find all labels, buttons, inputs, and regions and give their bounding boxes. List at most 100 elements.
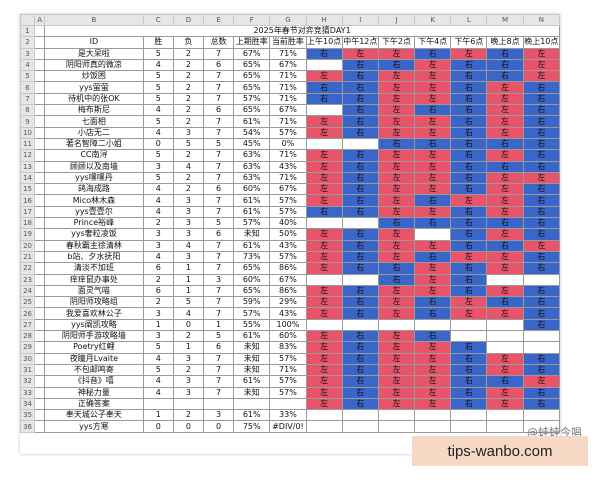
pick-cell[interactable]: 左 — [305, 284, 343, 298]
pick-cell[interactable] — [305, 104, 343, 117]
pick-cell[interactable] — [305, 217, 343, 230]
player-id-cell[interactable]: 待机中的张OK — [44, 92, 144, 106]
pick-cell[interactable]: 左 — [305, 296, 343, 309]
pick-cell[interactable]: 右 — [522, 284, 560, 298]
cell-lose[interactable]: 2 — [172, 58, 204, 72]
pick-cell[interactable] — [377, 409, 416, 422]
cell[interactable] — [34, 194, 46, 207]
cell-win[interactable]: 4 — [142, 183, 174, 196]
pick-cell[interactable] — [486, 409, 524, 422]
pick-cell[interactable]: 左 — [305, 250, 343, 264]
pick-cell[interactable]: 左 — [414, 273, 452, 286]
cell-total[interactable]: 7 — [202, 171, 235, 185]
player-id-cell[interactable]: 小店无二 — [44, 126, 144, 139]
pick-cell[interactable]: 左 — [414, 149, 452, 162]
pick-cell[interactable]: 左 — [414, 183, 452, 196]
column-header-B[interactable]: B — [44, 14, 144, 26]
pick-cell[interactable]: 右 — [486, 239, 524, 252]
pick-cell[interactable]: 左 — [414, 386, 452, 399]
pick-cell[interactable]: 右 — [341, 262, 379, 275]
player-id-cell[interactable]: 七面相 — [44, 115, 144, 128]
cell-total[interactable]: 5 — [202, 137, 235, 151]
cell[interactable] — [34, 81, 46, 94]
row-number[interactable]: 18 — [20, 217, 36, 230]
pick-cell[interactable]: 右 — [450, 341, 488, 354]
cell-total[interactable]: 7 — [202, 284, 235, 298]
cell-prev[interactable]: 61% — [233, 239, 271, 252]
cell-cur[interactable]: 57% — [269, 205, 307, 219]
pick-cell[interactable] — [414, 228, 452, 241]
pick-cell[interactable]: 左 — [414, 70, 452, 83]
pick-cell[interactable]: 左 — [414, 160, 452, 173]
pick-cell[interactable]: 右 — [450, 183, 488, 196]
cell-total[interactable]: 7 — [202, 250, 235, 264]
pick-cell[interactable]: 左 — [377, 126, 416, 139]
pick-cell[interactable]: 左 — [377, 341, 416, 354]
pick-cell[interactable] — [414, 318, 452, 332]
cell-lose[interactable]: 2 — [172, 70, 204, 83]
cell-win[interactable] — [142, 397, 174, 411]
cell-total[interactable]: 7 — [202, 115, 235, 128]
cell-cur[interactable]: 67% — [269, 104, 307, 117]
player-id-cell[interactable]: yys奢粒凌饭 — [44, 228, 144, 241]
row-number[interactable]: 17 — [20, 205, 36, 219]
cell[interactable] — [34, 126, 46, 139]
column-header-H[interactable]: H — [305, 14, 343, 26]
row-number[interactable]: 9 — [20, 115, 36, 128]
row-number[interactable]: 21 — [20, 250, 36, 264]
cell[interactable] — [34, 318, 46, 332]
pick-cell[interactable] — [341, 137, 379, 151]
pick-cell[interactable]: 右 — [450, 81, 488, 94]
pick-cell[interactable]: 左 — [377, 397, 416, 411]
pick-cell[interactable]: 左 — [486, 194, 524, 207]
pick-cell[interactable]: 右 — [305, 47, 343, 60]
cell-prev[interactable]: 61% — [233, 409, 271, 422]
header-cell[interactable]: 上午10点 — [305, 36, 343, 49]
row-number[interactable]: 28 — [20, 330, 36, 343]
cell-lose[interactable]: 4 — [172, 160, 204, 173]
row-number[interactable]: 22 — [20, 262, 36, 275]
row-number[interactable]: 15 — [20, 183, 36, 196]
pick-cell[interactable] — [414, 420, 452, 433]
cell-prev[interactable]: 45% — [233, 137, 271, 151]
pick-cell[interactable]: 左 — [305, 228, 343, 241]
pick-cell[interactable]: 右 — [486, 375, 524, 388]
player-id-cell[interactable]: b站、夕水抚阳 — [44, 250, 144, 264]
pick-cell[interactable]: 左 — [414, 171, 452, 185]
cell-cur[interactable]: 71% — [269, 363, 307, 377]
row-number[interactable]: 12 — [20, 149, 36, 162]
cell-cur[interactable]: 57% — [269, 250, 307, 264]
player-id-cell[interactable]: 顾顾以及南墙 — [44, 160, 144, 173]
pick-cell[interactable] — [522, 273, 560, 286]
pick-cell[interactable] — [341, 273, 379, 286]
row-number[interactable]: 13 — [20, 160, 36, 173]
cell[interactable] — [34, 363, 46, 377]
cell-win[interactable]: 4 — [142, 386, 174, 399]
player-id-cell[interactable]: 奉天城公子奉天 — [44, 409, 144, 422]
cell-prev[interactable] — [233, 397, 271, 411]
player-id-cell[interactable]: 不包邮鸣寄 — [44, 363, 144, 377]
cell[interactable] — [34, 239, 46, 252]
pick-cell[interactable]: 右 — [522, 194, 560, 207]
pick-cell[interactable]: 右 — [450, 284, 488, 298]
pick-cell[interactable] — [522, 330, 560, 343]
cell[interactable] — [34, 36, 46, 49]
pick-cell[interactable]: 左 — [377, 284, 416, 298]
cell-cur[interactable]: 43% — [269, 239, 307, 252]
cell-total[interactable]: 5 — [202, 217, 235, 230]
pick-cell[interactable]: 左 — [414, 397, 452, 411]
pick-cell[interactable] — [450, 420, 488, 433]
cell-cur[interactable]: 43% — [269, 160, 307, 173]
cell-total[interactable]: 7 — [202, 375, 235, 388]
pick-cell[interactable]: 右 — [450, 375, 488, 388]
cell-win[interactable]: 5 — [142, 47, 174, 60]
cell[interactable] — [34, 160, 46, 173]
pick-cell[interactable]: 右 — [341, 149, 379, 162]
cell-cur[interactable]: #DIV/0! — [269, 420, 307, 433]
cell-lose[interactable]: 2 — [172, 104, 204, 117]
pick-cell[interactable] — [341, 420, 379, 433]
cell-prev[interactable]: 63% — [233, 149, 271, 162]
row-number[interactable]: 7 — [20, 92, 36, 106]
cell-win[interactable]: 5 — [142, 171, 174, 185]
pick-cell[interactable]: 左 — [450, 307, 488, 320]
